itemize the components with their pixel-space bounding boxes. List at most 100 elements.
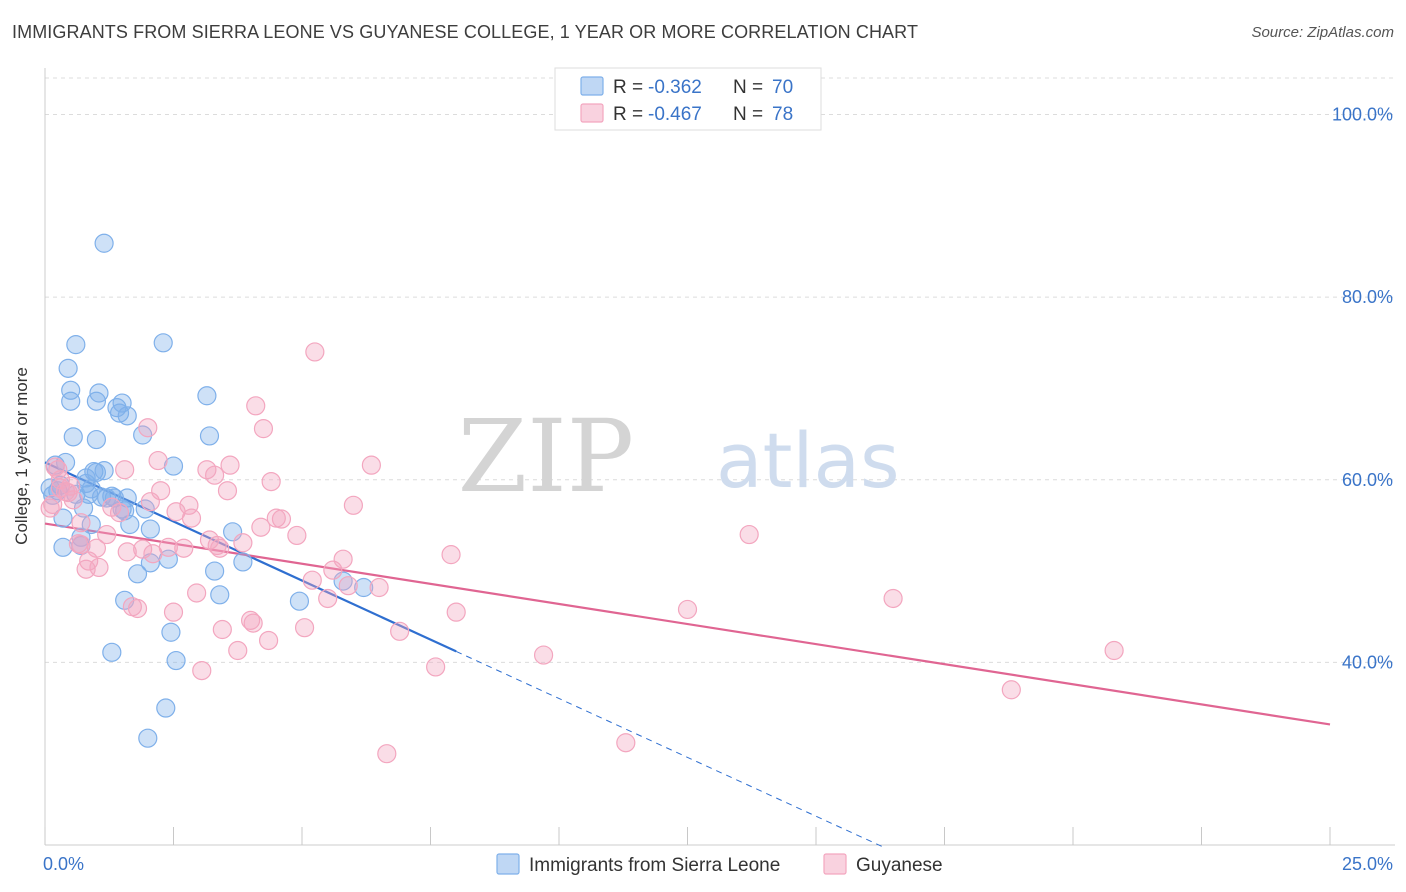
data-point[interactable] <box>153 333 173 353</box>
data-point[interactable] <box>361 455 381 475</box>
data-point[interactable] <box>86 462 107 483</box>
legend-item-sierra-leone[interactable]: Immigrants from Sierra Leone <box>496 853 780 876</box>
data-point[interactable] <box>61 391 81 411</box>
data-point[interactable] <box>446 602 466 622</box>
data-point[interactable] <box>220 455 240 475</box>
data-point[interactable] <box>294 618 315 638</box>
data-point[interactable] <box>63 490 83 510</box>
data-point[interactable] <box>45 457 65 477</box>
data-point[interactable] <box>271 509 292 529</box>
data-point[interactable] <box>377 744 397 764</box>
legend-item-guyanese[interactable]: Guyanese <box>823 853 943 876</box>
data-point[interactable] <box>318 588 338 609</box>
data-point[interactable] <box>117 406 137 426</box>
data-point[interactable] <box>174 538 194 558</box>
data-point[interactable] <box>677 599 698 620</box>
data-point[interactable] <box>233 552 253 572</box>
data-point[interactable] <box>102 642 122 662</box>
data-point[interactable] <box>207 535 227 556</box>
data-point[interactable] <box>53 508 73 528</box>
data-point[interactable] <box>187 583 207 603</box>
data-point[interactable] <box>251 517 271 537</box>
data-point[interactable] <box>333 549 353 569</box>
data-point[interactable] <box>161 622 181 642</box>
data-point[interactable] <box>343 495 363 515</box>
data-point[interactable] <box>739 524 759 545</box>
legend-swatch <box>823 853 847 875</box>
data-point[interactable] <box>258 630 279 651</box>
data-point[interactable] <box>302 570 322 590</box>
data-point[interactable] <box>89 383 109 403</box>
data-point[interactable] <box>338 576 358 596</box>
data-point[interactable] <box>205 561 225 581</box>
data-point[interactable] <box>261 471 281 492</box>
data-point[interactable] <box>233 533 253 553</box>
data-point[interactable] <box>533 645 554 665</box>
data-point[interactable] <box>354 577 374 598</box>
data-points <box>40 233 1124 764</box>
data-point[interactable] <box>246 396 266 416</box>
data-point[interactable] <box>883 588 903 609</box>
data-point[interactable] <box>86 429 107 450</box>
data-point[interactable] <box>71 513 91 533</box>
legend-label: Immigrants from Sierra Leone <box>529 855 780 876</box>
series-legend: Immigrants from Sierra Leone Guyanese <box>496 853 943 876</box>
data-point[interactable] <box>89 557 109 578</box>
data-point[interactable] <box>212 619 232 640</box>
data-point[interactable] <box>228 640 248 661</box>
data-point[interactable] <box>616 733 636 753</box>
data-point[interactable] <box>58 358 78 378</box>
data-point[interactable] <box>115 460 135 480</box>
data-point[interactable] <box>253 419 274 439</box>
data-point[interactable] <box>61 380 81 400</box>
data-point[interactable] <box>369 577 389 598</box>
data-point[interactable] <box>97 524 117 545</box>
data-point[interactable] <box>390 621 410 641</box>
data-point[interactable] <box>133 539 153 559</box>
data-point[interactable] <box>1001 680 1021 700</box>
data-point[interactable] <box>1104 640 1124 661</box>
data-point[interactable] <box>156 698 176 718</box>
data-point[interactable] <box>71 534 91 555</box>
data-point[interactable] <box>63 427 83 447</box>
data-point[interactable] <box>40 498 60 518</box>
data-point[interactable] <box>151 481 171 501</box>
data-point[interactable] <box>287 525 307 546</box>
data-point[interactable] <box>148 450 168 471</box>
y-tick-label: 100.0% <box>1332 105 1393 125</box>
data-point[interactable] <box>55 452 76 473</box>
data-point[interactable] <box>138 418 158 438</box>
series-guyanese-points <box>40 342 1124 764</box>
data-point[interactable] <box>138 728 158 748</box>
data-point[interactable] <box>66 335 86 355</box>
data-point[interactable] <box>199 426 220 446</box>
data-point[interactable] <box>127 564 148 584</box>
data-point[interactable] <box>305 342 325 362</box>
data-point[interactable] <box>109 503 130 523</box>
data-point[interactable] <box>117 542 137 562</box>
data-point[interactable] <box>243 613 263 633</box>
data-point[interactable] <box>94 461 114 481</box>
data-point[interactable] <box>127 598 148 619</box>
data-point[interactable] <box>158 537 178 557</box>
data-point[interactable] <box>166 650 186 671</box>
data-point[interactable] <box>210 538 230 558</box>
data-point[interactable] <box>289 591 310 611</box>
data-point[interactable] <box>43 494 63 515</box>
data-point[interactable] <box>86 538 107 558</box>
data-point[interactable] <box>205 465 225 485</box>
data-point[interactable] <box>241 610 261 630</box>
data-point[interactable] <box>192 660 212 681</box>
data-point[interactable] <box>94 233 114 253</box>
data-point[interactable] <box>441 545 461 565</box>
data-point[interactable] <box>112 393 132 413</box>
data-point[interactable] <box>426 657 446 677</box>
data-point[interactable] <box>140 519 160 539</box>
data-point[interactable] <box>197 386 217 406</box>
data-point[interactable] <box>181 508 202 528</box>
data-point[interactable] <box>217 481 238 501</box>
data-point[interactable] <box>210 585 230 605</box>
legend-swatch <box>496 853 520 875</box>
data-point[interactable] <box>163 602 184 622</box>
data-point[interactable] <box>76 468 96 488</box>
